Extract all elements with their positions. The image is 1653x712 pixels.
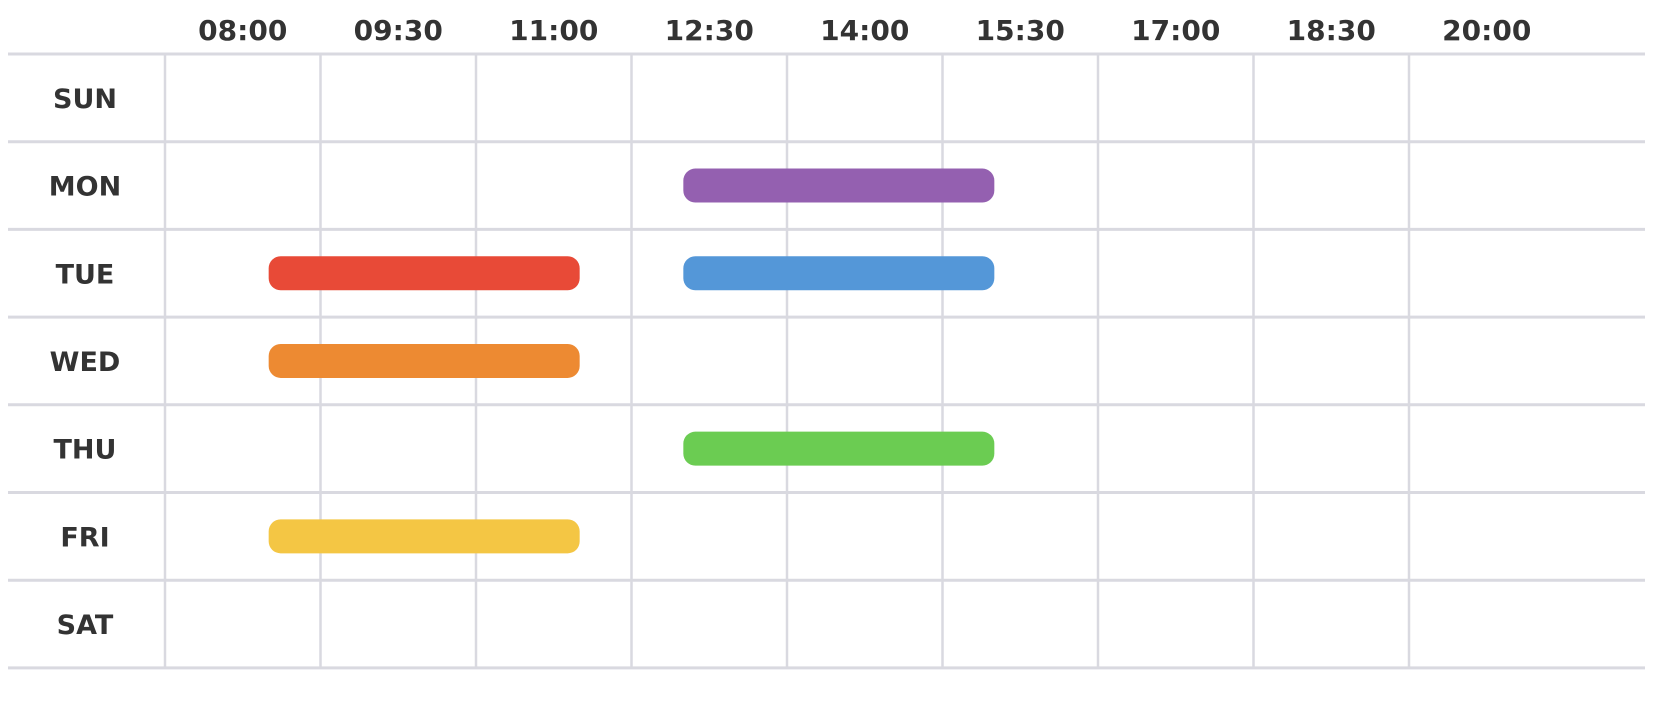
y-axis-days: SUN MON TUE WED THU FRI SAT: [49, 84, 121, 641]
day-label: WED: [50, 347, 121, 378]
x-tick-label: 08:00: [198, 14, 287, 47]
schedule-bar[interactable]: [268, 256, 580, 291]
grid: [8, 52, 1645, 670]
x-tick-label: 18:30: [1287, 14, 1376, 47]
x-tick-label: 12:30: [665, 14, 754, 47]
x-tick-label: 15:30: [976, 14, 1065, 47]
x-tick-label: 20:00: [1442, 14, 1531, 47]
schedule-bar[interactable]: [683, 256, 995, 291]
day-label: TUE: [56, 259, 115, 290]
x-tick-label: 17:00: [1131, 14, 1220, 47]
schedule-bar[interactable]: [268, 519, 580, 554]
day-label: MON: [49, 172, 121, 203]
day-label: SAT: [57, 610, 114, 641]
x-tick-label: 11:00: [509, 14, 598, 47]
schedule-bar[interactable]: [268, 343, 580, 378]
schedule-bar[interactable]: [683, 168, 995, 203]
bars: [268, 168, 995, 554]
day-label: SUN: [53, 84, 117, 115]
day-label: THU: [54, 435, 117, 466]
day-label: FRI: [60, 522, 109, 553]
schedule-bar[interactable]: [683, 431, 995, 466]
x-tick-label: 09:30: [354, 14, 443, 47]
x-tick-label: 14:00: [820, 14, 909, 47]
x-axis-ticks: 08:00 09:30 11:00 12:30 14:00 15:30 17:00 18:30…: [198, 14, 1531, 47]
